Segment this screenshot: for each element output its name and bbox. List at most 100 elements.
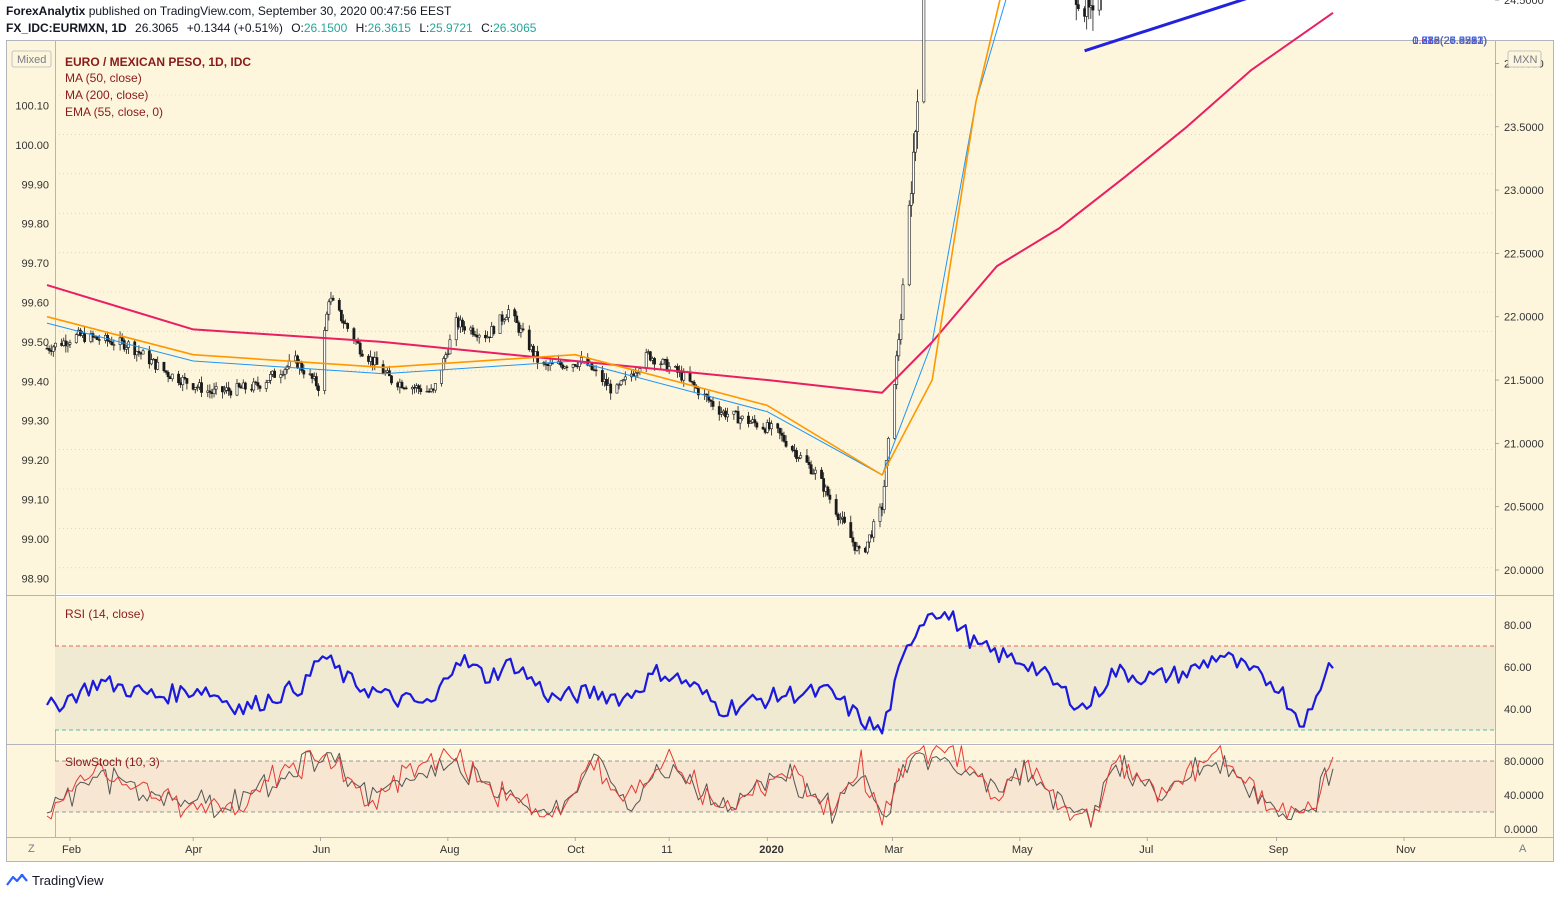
time-axis-tick-label: Nov [1396, 844, 1416, 856]
high-value: 26.3615 [367, 21, 411, 35]
currency-button[interactable] [1507, 50, 1542, 68]
rsi-legend-title: RSI (14, close) [65, 607, 144, 621]
candle-body [899, 319, 903, 340]
candle-body [797, 457, 800, 460]
candle-body [68, 342, 72, 345]
candle-body [507, 309, 510, 318]
candle-body [448, 339, 452, 355]
time-axis-tick-label: 11 [661, 844, 672, 856]
candle-body [548, 362, 552, 367]
candle-body [813, 469, 817, 474]
candle-body [886, 438, 890, 461]
stoch-pane [46, 745, 1495, 828]
left-axis-bg[interactable] [7, 41, 55, 837]
candle-body [609, 383, 613, 394]
ma200-line [46, 11, 1334, 394]
candle-body [820, 469, 823, 479]
candle-body [195, 386, 199, 389]
candle-body [97, 339, 101, 341]
candle-body [895, 355, 899, 385]
candle-body [590, 362, 594, 370]
main-pane-bg [55, 41, 1495, 594]
candle-body [325, 313, 329, 331]
candle-body [314, 376, 318, 387]
time-axis-tick-label: Mar [885, 844, 904, 856]
candle-body [636, 371, 640, 374]
low-label: L: [419, 21, 430, 35]
legend: EURO / MEXICAN PESO, 1D, IDC MA (50, clos… [65, 55, 251, 769]
time-axis-bg[interactable] [7, 837, 1553, 861]
chart-frame [6, 40, 1554, 862]
candle-body [826, 486, 830, 496]
fib-levels: 1.618(28.5597)1.272(27.5713)1(26.9561)0.… [1412, 35, 1487, 47]
candle-body [212, 388, 216, 394]
candle-body [676, 366, 679, 373]
candle-body [193, 387, 197, 390]
axes: 100.10 100.00 99.90 99.80 99.70 99.60 99.50 99.… [15, 0, 1544, 856]
right-axis-tick-label: 21.0000 [1504, 438, 1544, 450]
left-axis-tick-label: 99.30 [21, 416, 49, 428]
publisher-name[interactable]: ForexAnalytix [6, 4, 86, 18]
zoom-out-button[interactable] [25, 841, 39, 855]
candle-body [515, 315, 519, 324]
candle-body [135, 351, 139, 356]
candle-body [717, 406, 721, 415]
candle-body [150, 359, 153, 365]
candle-body [463, 326, 466, 331]
fib-level-label: 0.886(26.6983) [1412, 35, 1487, 47]
candle-body [749, 421, 752, 424]
open-value: 26.1500 [303, 21, 348, 35]
candle-body [513, 309, 517, 317]
mixed-button[interactable] [11, 50, 52, 68]
tradingview-footer[interactable]: TradingView [6, 870, 104, 890]
candle-body [166, 372, 170, 378]
candle-body [726, 413, 730, 418]
candle-body [914, 131, 917, 153]
tradingview-brand: TradingView [32, 872, 104, 888]
candle-body [375, 357, 379, 365]
time-axis-tick-label: Jun [313, 844, 331, 856]
candle-body [352, 328, 356, 341]
candle-body [269, 373, 272, 381]
right-axis-tick-label: 22.5000 [1504, 248, 1544, 260]
candle-body [696, 387, 700, 396]
candle-body [95, 336, 99, 340]
candle-body [51, 346, 55, 352]
trendlines[interactable] [938, 0, 1379, 53]
candle-body [916, 101, 919, 132]
left-axis-tick-label: 100.10 [15, 101, 49, 113]
candle-body [310, 373, 314, 379]
candle-body [235, 383, 239, 396]
change-text: +0.1344 (+0.51%) [186, 21, 283, 35]
legend-ma200: MA (200, close) [65, 88, 148, 102]
right-axis-bg[interactable] [1495, 41, 1553, 837]
candle-body [53, 342, 57, 348]
candle-body [256, 382, 260, 387]
candle-body [446, 353, 450, 356]
candle-body [471, 327, 475, 335]
time-axis-tick-label: Feb [62, 844, 81, 856]
candle-body [922, 0, 926, 103]
candle-body [882, 486, 886, 510]
candle-body [200, 382, 203, 393]
candle-body [1074, 0, 1078, 5]
candle-body [137, 351, 141, 354]
candle-body [907, 205, 911, 286]
candle-body [83, 333, 87, 342]
rsi-axis-tick-label: 40.00 [1504, 704, 1532, 716]
time-axis-tick-label: Jul [1139, 844, 1153, 856]
candle-body [780, 432, 784, 436]
left-axis-tick-label: 99.50 [21, 337, 49, 349]
candle-body [878, 506, 882, 522]
candle-body [492, 326, 496, 334]
candle-body [220, 386, 224, 393]
candle-body [283, 369, 287, 375]
candle-body [857, 546, 861, 549]
candle-body [740, 415, 744, 419]
candle-body [177, 373, 180, 383]
fib-level-label: 1(26.9561) [1434, 35, 1487, 47]
lower-trendline[interactable] [1084, 0, 1379, 53]
right-axis-tick-label: 22.0000 [1504, 312, 1544, 324]
auto-scale-button[interactable] [1516, 841, 1530, 855]
